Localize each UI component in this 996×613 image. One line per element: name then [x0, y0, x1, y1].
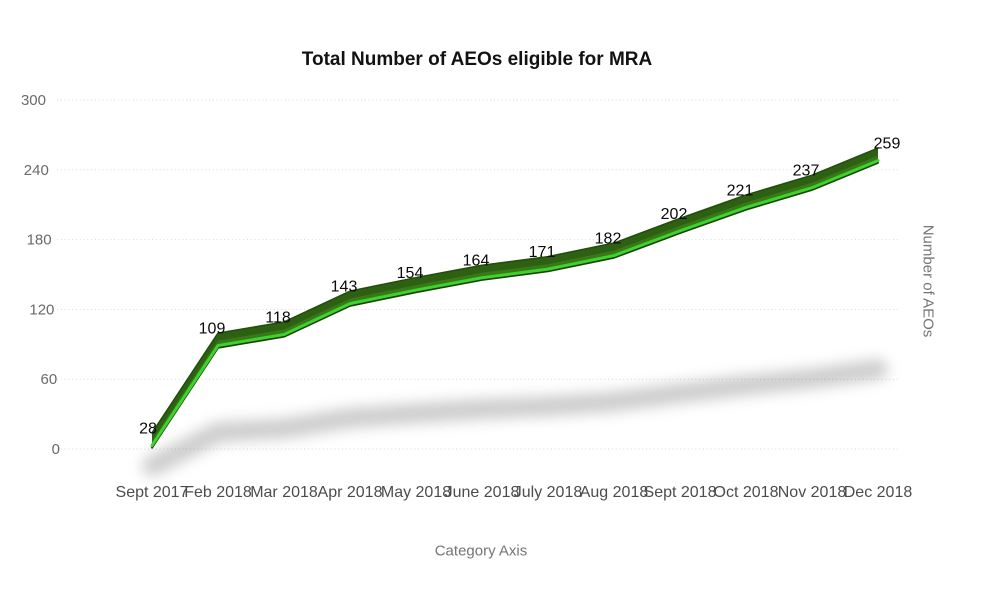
- y-tick-label: 240: [24, 162, 49, 179]
- data-point-label: 237: [793, 163, 820, 180]
- y-tick-label: 300: [21, 92, 46, 109]
- y-tick-label: 180: [27, 232, 52, 249]
- x-tick-label: Sept 2018: [644, 484, 717, 501]
- x-tick-label: Apr 2018: [318, 484, 383, 501]
- y-axis-tick-labels: 0 60 120 180 240 300: [21, 92, 60, 458]
- data-point-labels: 28 109 118 143 154 164 171 182 202 221 237 259: [139, 136, 900, 438]
- y-tick-label: 60: [41, 371, 58, 388]
- x-tick-label: Mar 2018: [250, 484, 318, 501]
- data-point-label: 109: [199, 321, 226, 338]
- ribbon-top-edge: [151, 147, 879, 434]
- data-point-label: 28: [139, 420, 157, 437]
- data-point-label: 182: [595, 231, 622, 248]
- data-point-label: 171: [529, 244, 556, 261]
- x-tick-label: Feb 2018: [184, 484, 252, 501]
- value-axis-title: Number of AEOs: [919, 224, 937, 338]
- data-point-label: 221: [727, 182, 754, 199]
- x-tick-label: Dec 2018: [844, 484, 913, 501]
- y-tick-label: 120: [29, 301, 54, 318]
- data-point-label: 202: [661, 206, 688, 223]
- x-tick-label: June 2018: [445, 484, 520, 501]
- data-point-label: 259: [874, 136, 901, 153]
- data-point-label: 164: [463, 253, 490, 270]
- ribbon-bottom-edge: [151, 161, 879, 449]
- y-tick-label: 0: [52, 441, 60, 458]
- x-tick-label: Aug 2018: [580, 484, 649, 501]
- x-tick-label: Oct 2018: [714, 484, 779, 501]
- category-axis-title: Category Axis: [434, 542, 528, 560]
- data-point-label: 154: [397, 265, 424, 282]
- series-line-highlight: [150, 159, 880, 447]
- x-tick-label: May 2018: [381, 484, 451, 501]
- line-shadow-path: [142, 359, 888, 477]
- data-point-label: 118: [265, 309, 291, 326]
- data-point-label: 143: [331, 279, 358, 296]
- x-tick-label: Sept 2017: [116, 484, 189, 501]
- x-tick-label: Nov 2018: [778, 484, 847, 501]
- line-series-ribbon: [150, 147, 880, 449]
- chart-title: Total Number of AEOs eligible for MRA: [301, 49, 653, 70]
- line-ground-shadow: [142, 359, 888, 477]
- x-tick-label: July 2018: [514, 484, 583, 501]
